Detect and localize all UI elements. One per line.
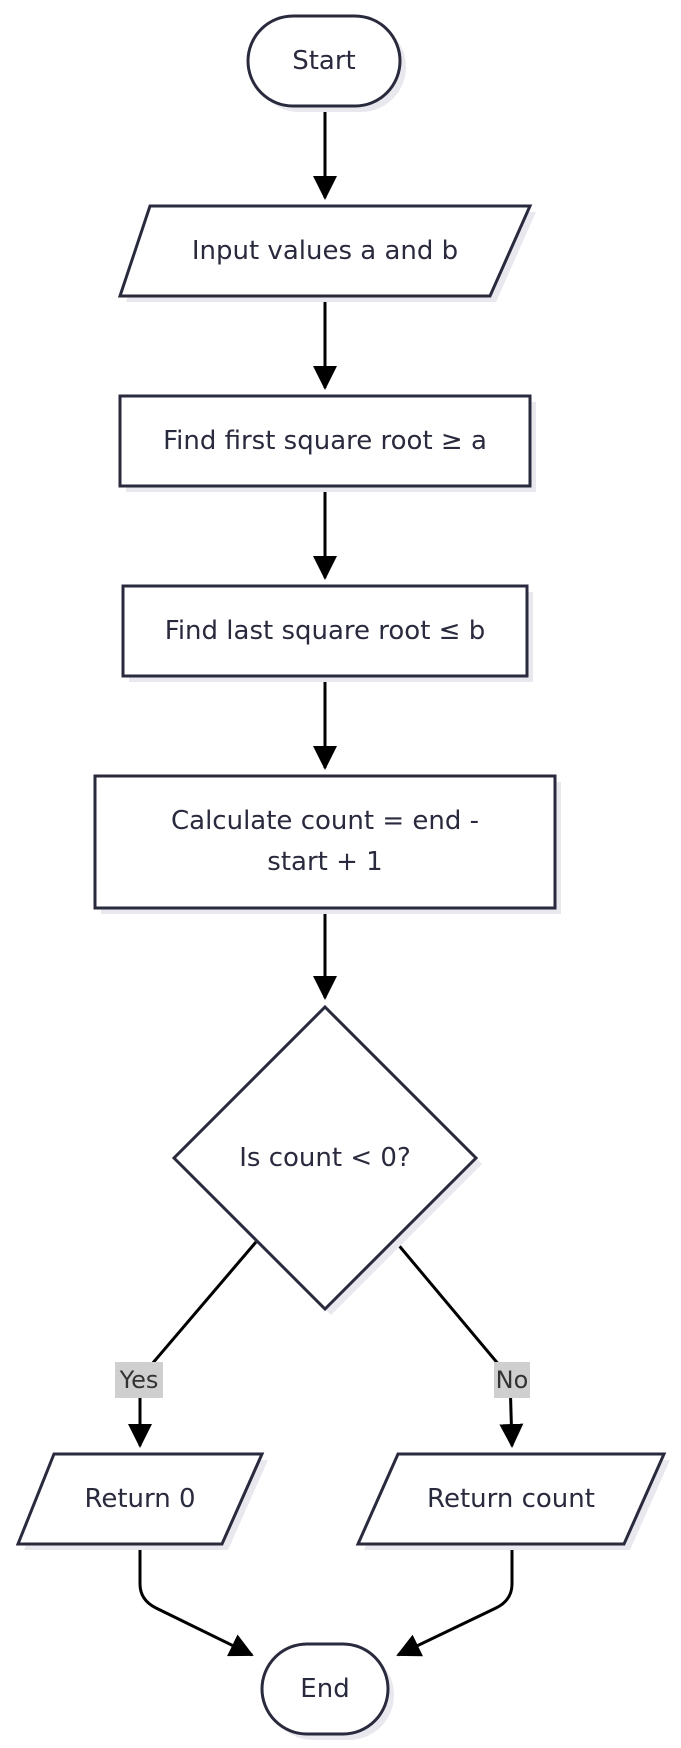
node-decision: Is count < 0? <box>171 1004 482 1315</box>
node-end-label: End <box>300 1674 349 1704</box>
edge-return-zero-to-end <box>138 1544 254 1657</box>
node-decision-label: Is count < 0? <box>239 1143 411 1173</box>
node-find-last: Find last square root ≤ b <box>121 584 533 682</box>
node-end: End <box>260 1642 394 1740</box>
node-find-first-label: Find first square root ≥ a <box>163 426 487 456</box>
node-input: Input values a and b <box>117 204 536 302</box>
node-start-label: Start <box>292 46 356 76</box>
node-find-first: Find first square root ≥ a <box>118 394 536 492</box>
edge-return-count-to-end <box>396 1544 514 1657</box>
edge-label-yes-text: Yes <box>119 1366 159 1394</box>
node-calc-label-line1: Calculate count = end - <box>171 806 479 836</box>
node-return-zero-label: Return 0 <box>84 1484 195 1514</box>
edge-label-no-text: No <box>496 1366 529 1394</box>
edge-decision-no <box>394 1241 524 1448</box>
node-calc-label-line2: start + 1 <box>267 847 382 877</box>
node-return-count-label: Return count <box>427 1484 595 1514</box>
edge-label-yes: Yes <box>115 1362 163 1398</box>
node-find-last-label: Find last square root ≤ b <box>165 616 485 646</box>
node-input-label: Input values a and b <box>192 236 458 266</box>
edge-decision-yes <box>128 1241 258 1448</box>
node-return-zero: Return 0 <box>15 1452 268 1550</box>
node-return-count: Return count <box>355 1452 670 1550</box>
edge-label-no: No <box>494 1362 530 1398</box>
node-calc: Calculate count = end - start + 1 <box>93 774 561 914</box>
node-start: Start <box>246 14 406 112</box>
